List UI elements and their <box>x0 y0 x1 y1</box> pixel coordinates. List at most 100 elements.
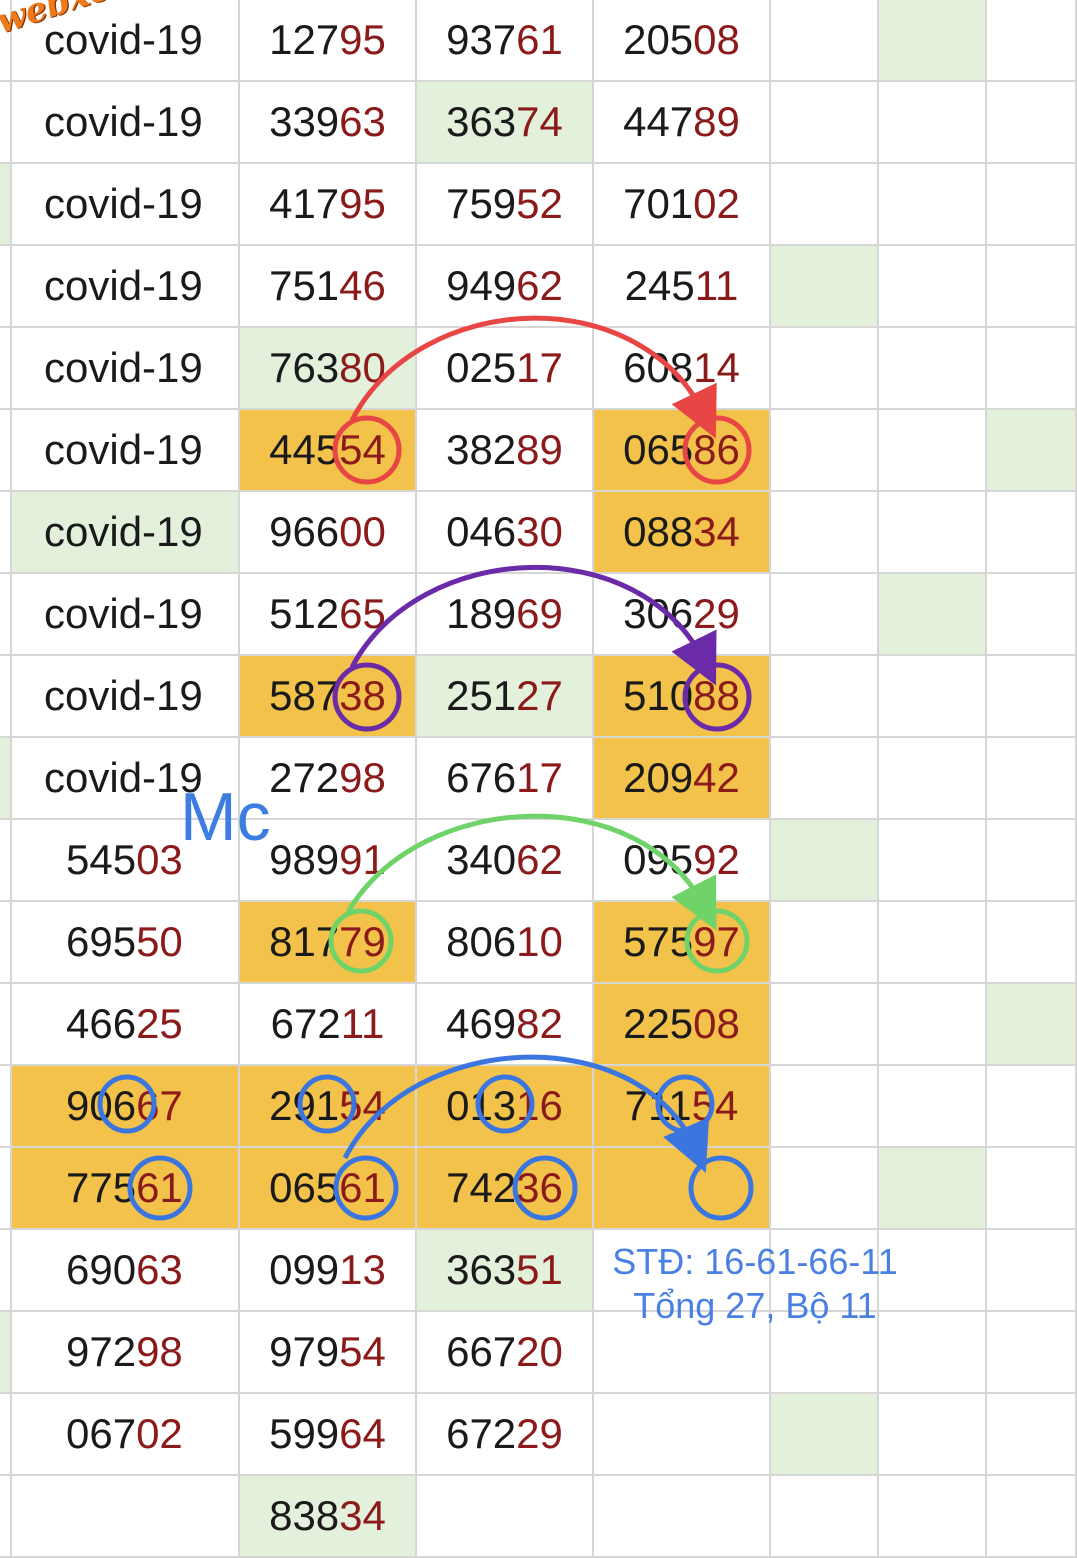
row-label-cell: covid-19 <box>12 492 240 574</box>
number-cell: 949 62 <box>417 246 594 328</box>
row-label-cell <box>12 1476 240 1558</box>
empty-cell <box>879 492 987 574</box>
number-cell: 382 89 <box>417 410 594 492</box>
empty-cell <box>987 738 1077 820</box>
purple-circle-51088 <box>682 662 752 732</box>
empty-cell <box>771 0 879 82</box>
empty-cell <box>987 1476 1077 1558</box>
number-cell: 046 30 <box>417 492 594 574</box>
number-cell: 667 20 <box>417 1312 594 1394</box>
empty-cell <box>987 1312 1077 1394</box>
empty-cell <box>879 246 987 328</box>
empty-cell <box>987 574 1077 656</box>
row-label-cell: covid-19 <box>12 410 240 492</box>
number-cell: 025 17 <box>417 328 594 410</box>
number-cell: 742 36 <box>417 1148 594 1230</box>
number-cell: 251 27 <box>417 656 594 738</box>
green-circle-81779 <box>328 908 394 974</box>
blue-circle-01316 <box>475 1074 535 1134</box>
row-label-cell: covid-19 <box>12 738 240 820</box>
edge-cell <box>0 164 12 246</box>
empty-cell <box>879 1230 987 1312</box>
empty-cell <box>771 1148 879 1230</box>
number-cell: 966 00 <box>240 492 417 574</box>
empty-cell <box>987 328 1077 410</box>
empty-cell <box>771 492 879 574</box>
row-label-cell: 972 98 <box>12 1312 240 1394</box>
row-label-cell: 466 25 <box>12 984 240 1066</box>
number-cell: 447 89 <box>594 82 771 164</box>
empty-cell <box>879 902 987 984</box>
number-cell: 599 64 <box>240 1394 417 1476</box>
number-cell: 676 17 <box>417 738 594 820</box>
empty-cell <box>987 984 1077 1066</box>
red-circle-44554 <box>332 415 402 485</box>
edge-cell <box>0 984 12 1066</box>
row-label-cell: 545 03 <box>12 820 240 902</box>
empty-cell <box>879 164 987 246</box>
empty-cell <box>879 656 987 738</box>
empty-cell <box>879 328 987 410</box>
number-cell: 672 29 <box>417 1394 594 1476</box>
row-label-cell: covid-19 <box>12 164 240 246</box>
row-label-cell: 695 50 <box>12 902 240 984</box>
blue-circle-74236 <box>512 1155 578 1221</box>
empty-cell <box>771 164 879 246</box>
number-cell: 272 98 <box>240 738 417 820</box>
number-cell: 205 08 <box>594 0 771 82</box>
number-cell: 989 91 <box>240 820 417 902</box>
std-note-line1: STĐ: 16-61-66-11 <box>612 1241 898 1282</box>
empty-cell <box>987 410 1077 492</box>
empty-cell <box>987 1148 1077 1230</box>
empty-cell <box>771 410 879 492</box>
empty-cell <box>987 492 1077 574</box>
mc-label: Mc <box>180 779 271 855</box>
empty-cell <box>987 902 1077 984</box>
edge-cell <box>0 1066 12 1148</box>
number-cell: 701 02 <box>594 164 771 246</box>
empty-cell <box>771 1394 879 1476</box>
empty-cell <box>771 820 879 902</box>
edge-cell <box>0 492 12 574</box>
empty-cell <box>987 82 1077 164</box>
empty-cell <box>987 820 1077 902</box>
purple-circle-58738 <box>332 662 402 732</box>
empty-cell <box>879 574 987 656</box>
row-label-cell: 775 61 <box>12 1148 240 1230</box>
empty-cell <box>987 1394 1077 1476</box>
number-cell: 759 52 <box>417 164 594 246</box>
number-cell: 979 54 <box>240 1312 417 1394</box>
blue-circle-empty <box>688 1155 754 1221</box>
empty-cell <box>771 1066 879 1148</box>
number-cell: 363 51 <box>417 1230 594 1312</box>
row-label-cell: covid-19 <box>12 574 240 656</box>
empty-cell <box>771 246 879 328</box>
blue-circle-06561 <box>333 1155 399 1221</box>
empty-cell <box>879 0 987 82</box>
empty-cell <box>771 1312 879 1394</box>
number-cell: 088 34 <box>594 492 771 574</box>
blue-arrow <box>342 1054 710 1173</box>
empty-cell <box>879 82 987 164</box>
edge-cell <box>0 738 12 820</box>
number-cell <box>417 1476 594 1558</box>
edge-cell <box>0 82 12 164</box>
number-cell: 763 80 <box>240 328 417 410</box>
empty-cell <box>771 984 879 1066</box>
edge-cell <box>0 1148 12 1230</box>
empty-cell <box>771 1476 879 1558</box>
edge-cell <box>0 246 12 328</box>
number-cell: 512 65 <box>240 574 417 656</box>
number-cell: 672 11 <box>240 984 417 1066</box>
number-cell: 817 79 <box>240 902 417 984</box>
row-label-cell: 906 67 <box>12 1066 240 1148</box>
row-label-cell: covid-19 <box>12 328 240 410</box>
edge-cell <box>0 820 12 902</box>
edge-cell <box>0 328 12 410</box>
number-cell: 806 10 <box>417 902 594 984</box>
empty-cell <box>879 738 987 820</box>
red-arrow <box>349 315 717 439</box>
row-label-cell: 067 02 <box>12 1394 240 1476</box>
empty-cell <box>879 1476 987 1558</box>
